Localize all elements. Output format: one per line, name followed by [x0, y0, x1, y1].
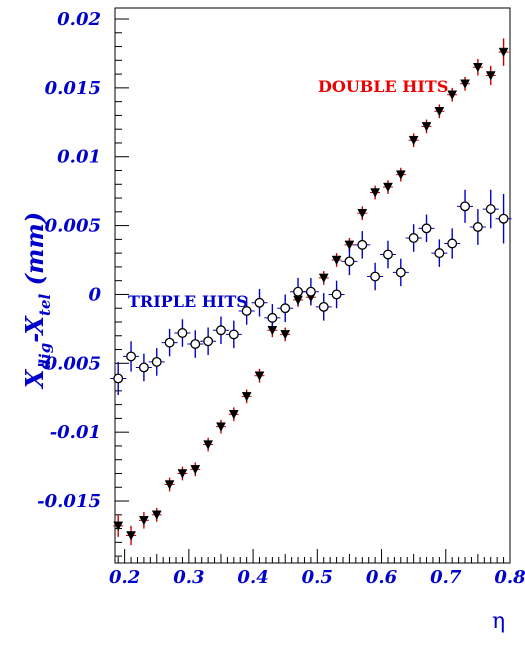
triple-hits-marker [344, 256, 355, 267]
triple-hits-marker [164, 337, 175, 348]
triple-hits-marker [395, 267, 406, 278]
double-hits-marker [344, 240, 355, 250]
triple-hits-marker [383, 249, 393, 260]
x-axis-label: η [492, 609, 505, 634]
double-hits-marker [434, 107, 445, 117]
y-tick-label: 0.015 [45, 78, 101, 99]
triple-hits-marker [254, 297, 265, 308]
y-axis-label-main: X [20, 368, 49, 390]
y-tick-label: -0.015 [37, 491, 101, 512]
x-tick-label: 0.5 [302, 567, 333, 588]
plot-area-border [114, 7, 511, 564]
triple-hits-marker [421, 223, 432, 234]
double-hits-marker [485, 71, 496, 81]
plot-frame [114, 7, 511, 564]
double-hits-marker [357, 208, 368, 219]
double-hits-marker [203, 440, 214, 450]
double-hits-marker [151, 510, 162, 520]
double-hits-marker [331, 255, 342, 266]
triple-hits-marker [305, 286, 316, 297]
double-hits-marker [254, 371, 265, 381]
double-hits-marker [383, 182, 393, 193]
triple-hits-marker [138, 362, 149, 373]
triple-hits-marker [472, 222, 483, 232]
double-hits-marker [228, 410, 239, 420]
y-tick-label: -0.005 [37, 353, 101, 374]
triple-hits-marker [318, 301, 329, 312]
triple-hits-marker [460, 201, 470, 212]
triple-hits-marker [151, 356, 162, 367]
triple-hits-marker [485, 204, 496, 215]
double-hits-marker [126, 531, 136, 541]
double-hits-marker [280, 330, 291, 340]
y-axis-label-sub2: tel [36, 293, 54, 315]
double-hits-marker [460, 79, 470, 89]
double-hits-marker [472, 62, 483, 73]
triple-hits-marker [113, 373, 124, 384]
triple-hits-marker [498, 213, 509, 224]
triple-hits-marker [177, 328, 188, 338]
triple-hits-marker [434, 248, 445, 259]
triple-hits-marker [228, 329, 239, 340]
double-hits-marker [498, 47, 509, 58]
double-hits-marker [421, 122, 432, 132]
y-axis-label: Xdig-Xtel (mm) [20, 212, 54, 390]
double-hits-marker [190, 465, 201, 475]
y-tick-label: 0.005 [45, 216, 101, 237]
double-hits-marker [395, 170, 406, 180]
triple-hits-marker [293, 286, 303, 297]
y-axis-label-unit: (mm) [20, 212, 49, 294]
y-axis-label-sub1: dig [36, 343, 54, 370]
annotation-triple-hits: TRIPLE HITS [128, 292, 248, 311]
triple-hits-marker [370, 271, 381, 282]
y-axis-label-dash: -X [20, 315, 49, 343]
y-tick-label: 0.02 [57, 9, 101, 30]
triple-hits-marker [241, 306, 252, 316]
y-tick-label: -0.01 [50, 422, 101, 443]
double-hits-marker [138, 516, 149, 526]
data-markers [113, 47, 509, 541]
x-tick-label: 0.2 [109, 567, 140, 588]
double-hits-marker [318, 273, 329, 283]
double-hits-marker [177, 469, 188, 479]
double-hits-marker [408, 135, 419, 146]
x-tick-label: 0.7 [430, 567, 462, 588]
x-tick-label: 0.6 [366, 567, 398, 588]
double-hits-marker [113, 521, 124, 531]
double-hits-marker [241, 392, 252, 402]
triple-hits-marker [280, 303, 291, 314]
triple-hits-marker [408, 233, 419, 243]
double-hits-marker [164, 480, 175, 490]
double-hits-marker [447, 90, 458, 100]
triple-hits-marker [203, 336, 214, 347]
triple-hits-marker [126, 351, 137, 362]
annotation-double-hits: DOUBLE HITS [318, 77, 448, 96]
triple-hits-marker [447, 238, 458, 249]
triple-hits-marker [190, 339, 201, 349]
triple-hits-marker [357, 239, 368, 250]
triple-hits-marker [331, 289, 342, 300]
double-hits-marker [267, 326, 278, 336]
double-hits-marker [216, 422, 226, 432]
axis-ticks: 0.2 0.3 0.4 0.5 0.6 0.7 0.8 -0.015 -0.01 -0.005 0 0… [37, 9, 525, 588]
x-tick-label: 0.3 [173, 567, 204, 588]
y-tick-label: 0.01 [57, 147, 101, 168]
y-tick-label: 0 [88, 284, 101, 305]
x-tick-label: 0.4 [237, 567, 268, 588]
double-hits-marker [370, 188, 381, 198]
triple-hits-marker [216, 325, 226, 336]
triple-hits-marker [267, 312, 278, 323]
x-tick-label: 0.8 [494, 567, 525, 588]
